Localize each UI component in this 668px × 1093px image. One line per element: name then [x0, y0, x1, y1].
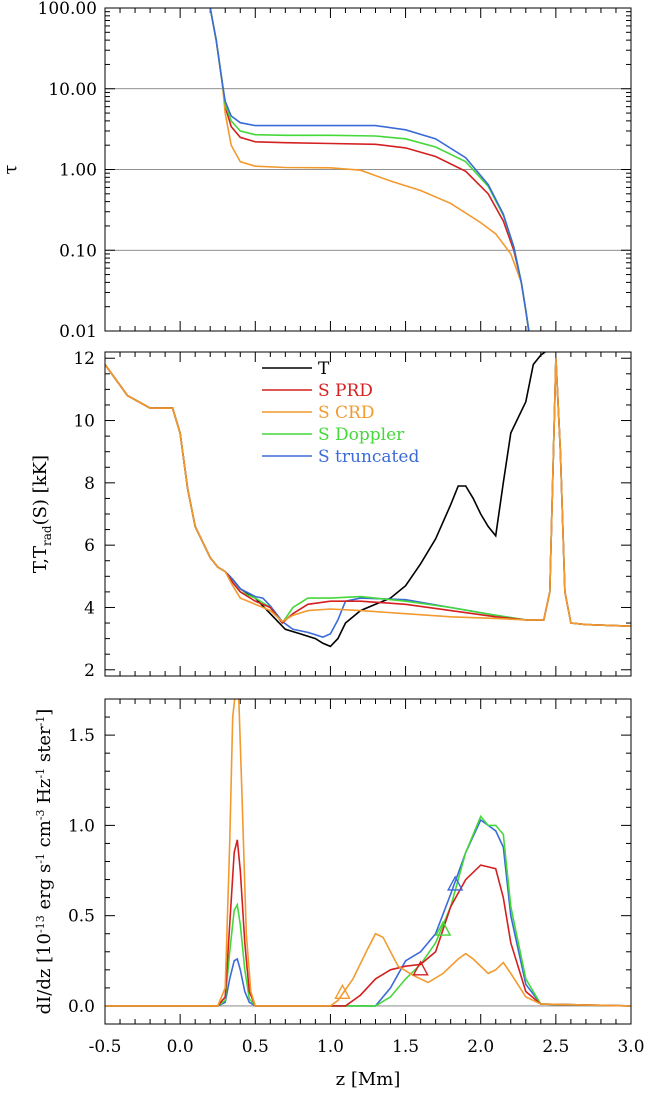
plot-frame [104, 351, 632, 677]
y-axis-label: T,Trad(S) [kK] [30, 455, 54, 573]
y-tick-label: 8 [84, 474, 95, 494]
legend-label-t: T [318, 359, 330, 379]
legend-label-truncated: S truncated [318, 447, 419, 467]
x-tick-label: 0.0 [167, 1037, 194, 1057]
series-line-truncated [105, 818, 631, 1007]
x-tick-label: -0.5 [89, 1037, 122, 1057]
panel-optical-depth: 100.00 10.00 1.00 0.10 0.01 τ [0, 0, 632, 342]
plot-frame [104, 698, 632, 1025]
x-tick-label: 2.0 [467, 1037, 494, 1057]
y-tick-label: 4 [84, 598, 95, 618]
y-tick-label: 0.0 [68, 997, 95, 1017]
x-tick-label: 1.0 [317, 1037, 344, 1057]
panel-contribution-function: 0.0 0.5 1.0 1.5 -0.5 0.0 0.5 1.0 1.5 2.0 2.5 3.0 z [… [34, 698, 645, 1090]
series-line-crd [209, 8, 530, 331]
marker-triangle-doppler [434, 920, 452, 936]
marker-triangle-truncated [446, 875, 464, 891]
legend-label-prd: S PRD [318, 381, 373, 401]
plot-frame [104, 7, 632, 332]
x-tick-label: 1.5 [392, 1037, 419, 1057]
series-line-doppler [105, 814, 631, 1007]
y-tick-label: 1.5 [68, 726, 95, 746]
y-tick-label: 0.01 [59, 322, 97, 342]
marker-triangle-crd [334, 983, 351, 1000]
legend-label-doppler: S Doppler [318, 425, 405, 445]
y-tick-label: 10 [73, 412, 95, 432]
x-tick-label: 3.0 [617, 1037, 644, 1057]
series-line-crd [105, 699, 631, 1007]
series-line-truncated [209, 8, 530, 331]
marker-triangle-prd [412, 960, 429, 976]
y-tick-label: 0.10 [59, 241, 97, 261]
y-tick-label: 0.5 [68, 907, 95, 927]
x-tick-label: 2.5 [542, 1037, 569, 1057]
y-tick-label: 6 [84, 536, 95, 556]
y-tick-label: 10.00 [48, 80, 97, 100]
y-tick-label: 1.00 [59, 161, 97, 181]
y-tick-label: 12 [73, 349, 95, 369]
y-axis-label: dI/dz [10-13 erg s-1 cm-3 Hz-1 ster-1] [34, 709, 55, 1015]
series-line-crd [105, 358, 631, 627]
legend-label-crd: S CRD [318, 403, 375, 423]
y-axis-label: τ [0, 164, 21, 174]
x-axis-label: z [Mm] [336, 1069, 401, 1090]
series-line-prd [105, 839, 631, 1007]
y-tick-label: 1.0 [68, 816, 95, 836]
x-tick-label: 0.5 [242, 1037, 269, 1057]
y-tick-label: 2 [84, 661, 95, 681]
y-tick-label: 100.00 [38, 0, 97, 19]
